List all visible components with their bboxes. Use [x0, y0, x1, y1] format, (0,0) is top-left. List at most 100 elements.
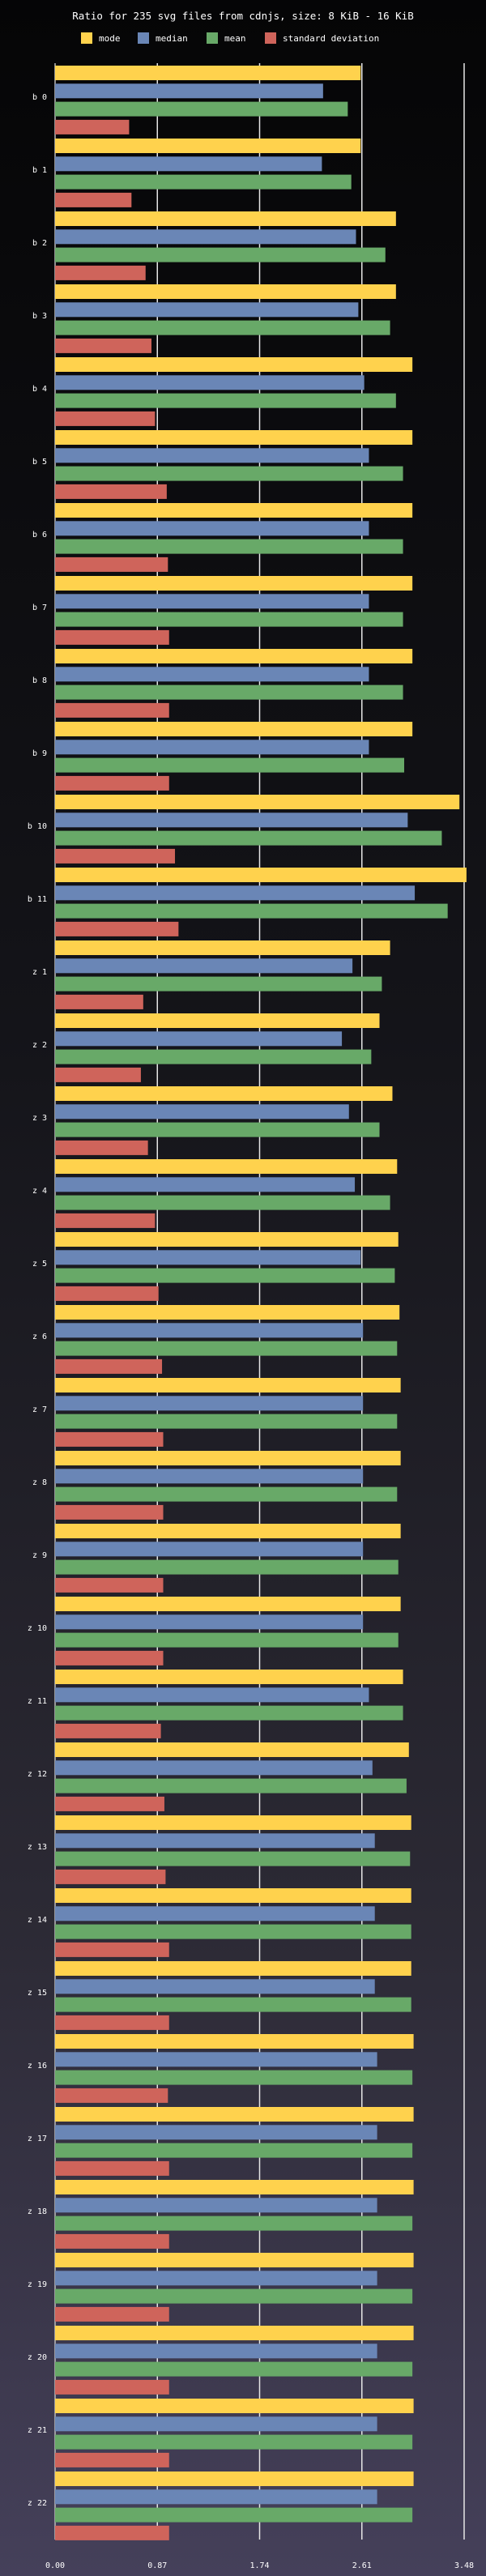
- bar-mode: [55, 2472, 414, 2486]
- bar-mean: [55, 757, 404, 773]
- bar-mean: [55, 174, 352, 190]
- bar-mean: [55, 2216, 413, 2231]
- bar-median: [55, 1542, 364, 1557]
- bar-standard-deviation: [55, 2088, 168, 2103]
- category-label: z 12: [28, 1770, 47, 1779]
- category-label: z 19: [28, 2280, 47, 2289]
- category-labels: b 0 b 1 b 2 b 3 b 4 b 5 b 6 b 7 b 8 b 9 b 10 b 11 z …: [28, 93, 47, 2508]
- bar-standard-deviation: [55, 2525, 169, 2540]
- bar-standard-deviation: [55, 629, 169, 645]
- bar-group: [55, 1815, 411, 1884]
- legend-item-standard-deviation: standard deviation: [265, 32, 379, 44]
- bar-standard-deviation: [55, 1358, 163, 1374]
- bar-mode: [55, 1232, 399, 1247]
- bar-median: [55, 521, 369, 536]
- category-label: b 8: [32, 676, 47, 685]
- legend-label: mode: [99, 33, 121, 44]
- bar-median: [55, 1833, 375, 1849]
- bar-mean: [55, 976, 382, 992]
- bar-group: [55, 1451, 401, 1520]
- bar-group: [55, 2034, 414, 2103]
- bar-median: [55, 812, 408, 828]
- bar-group: [55, 2399, 414, 2467]
- category-label: z 2: [32, 1041, 47, 1050]
- category-label: z 13: [28, 1843, 47, 1852]
- chart-title: Ratio for 235 svg files from cdnjs, size…: [72, 10, 413, 22]
- bar-mode: [55, 1815, 411, 1830]
- category-label: b 7: [32, 603, 47, 612]
- category-label: z 4: [32, 1187, 47, 1196]
- bar-standard-deviation: [55, 119, 130, 134]
- category-label: z 15: [28, 1989, 47, 1998]
- bar-mode: [55, 1086, 393, 1101]
- bar-group: [55, 795, 460, 864]
- bar-mode: [55, 357, 413, 372]
- bar-median: [55, 1104, 349, 1120]
- bar-mean: [55, 1997, 411, 2012]
- bar-median: [55, 2125, 377, 2140]
- category-label: z 20: [28, 2353, 47, 2362]
- bar-median: [55, 667, 369, 682]
- bar-group: [55, 1086, 393, 1155]
- bar-mode: [55, 66, 361, 80]
- bar-group: [55, 1888, 411, 1957]
- bar-standard-deviation: [55, 2306, 169, 2322]
- bar-mean: [55, 2288, 413, 2304]
- bar-mean: [55, 1559, 399, 1575]
- bar-standard-deviation: [55, 1796, 164, 1811]
- bar-mean: [55, 2507, 413, 2523]
- category-label: b 11: [28, 895, 47, 904]
- x-tick-label: 0.00: [45, 2561, 65, 2570]
- bar-mean: [55, 539, 403, 554]
- category-label: z 6: [32, 1333, 47, 1341]
- bar-standard-deviation: [55, 1650, 164, 1665]
- bar-median: [55, 2416, 377, 2432]
- category-label: z 5: [32, 1260, 47, 1269]
- bar-median: [55, 229, 356, 245]
- bar-group: [55, 357, 413, 426]
- bar-mode: [55, 940, 390, 955]
- bar-mean: [55, 1122, 380, 1137]
- bar-group: [55, 1159, 398, 1228]
- bar-standard-deviation: [55, 338, 151, 353]
- category-label: z 10: [28, 1624, 47, 1633]
- bar-mean: [55, 1414, 398, 1429]
- legend-label: median: [156, 33, 188, 44]
- bar-mode: [55, 1378, 401, 1392]
- bar-mode: [55, 2253, 414, 2267]
- bar-median: [55, 1031, 343, 1047]
- bar-median: [55, 1177, 356, 1192]
- bar-standard-deviation: [55, 921, 179, 936]
- x-tick-label: 2.61: [352, 2561, 372, 2570]
- bar-group: [55, 284, 396, 353]
- bar-group: [55, 868, 467, 936]
- bar-mode: [55, 1961, 411, 1976]
- bar-mode: [55, 2107, 414, 2122]
- bar-mode: [55, 1159, 398, 1174]
- bar-standard-deviation: [55, 1213, 156, 1228]
- bar-mode: [55, 2034, 414, 2049]
- bar-median: [55, 1469, 364, 1484]
- x-tick-label: 3.48: [454, 2561, 474, 2570]
- bar-median: [55, 958, 353, 974]
- bar-group: [55, 649, 413, 718]
- category-label: z 18: [28, 2207, 47, 2216]
- category-label: b 1: [32, 166, 47, 175]
- category-label: z 1: [32, 968, 47, 977]
- bar-standard-deviation: [55, 775, 169, 791]
- bar-group: [55, 211, 396, 280]
- bar-mode: [55, 503, 413, 518]
- bar-median: [55, 1979, 375, 1994]
- bar-mode: [55, 1888, 411, 1903]
- bar-mean: [55, 247, 386, 262]
- bar-group: [55, 1524, 401, 1593]
- category-label: z 3: [32, 1114, 47, 1123]
- bar-median: [55, 2052, 377, 2067]
- bar-mean: [55, 1486, 398, 1502]
- bar-group: [55, 1378, 401, 1447]
- legend-swatch: [265, 32, 276, 44]
- bar-group: [55, 1232, 399, 1301]
- bar-median: [55, 1614, 364, 1630]
- bar-group: [55, 576, 413, 645]
- bar-median: [55, 885, 416, 901]
